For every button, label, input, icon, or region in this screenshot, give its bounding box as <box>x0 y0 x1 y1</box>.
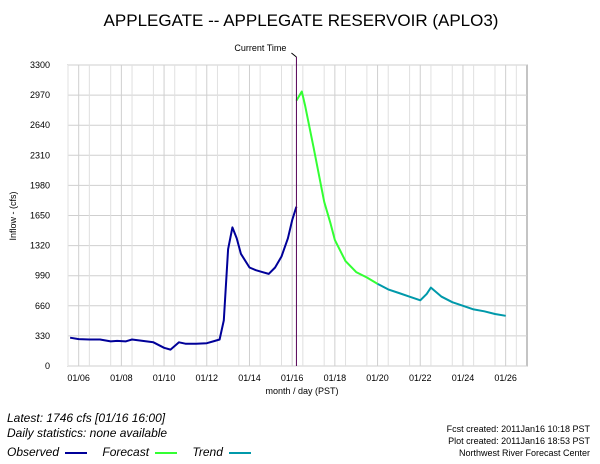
latest-value: Latest: 1746 cfs [01/16 16:00] <box>7 411 166 425</box>
x-tick-label: 01/20 <box>366 373 389 383</box>
y-tick-label: 0 <box>45 361 50 371</box>
forecast-center: Northwest River Forecast Center <box>458 448 590 458</box>
x-tick-label: 01/10 <box>153 373 176 383</box>
current-time-label: Current Time <box>234 43 286 53</box>
chart-title: APPLEGATE -- APPLEGATE RESERVOIR (APLO3) <box>104 11 499 30</box>
legend-trend-label: Trend <box>192 445 223 459</box>
legend: Observed Forecast Trend <box>7 445 263 459</box>
daily-statistics: Daily statistics: none available <box>7 426 168 440</box>
series-observed-line <box>69 206 298 351</box>
series-lines <box>69 90 506 351</box>
x-tick-label: 01/24 <box>452 373 475 383</box>
y-tick-label: 990 <box>35 271 50 281</box>
x-tick-label: 01/12 <box>196 373 219 383</box>
current-time-pointer <box>291 52 297 58</box>
x-tick-label: 01/08 <box>110 373 133 383</box>
y-tick-label: 1980 <box>30 180 50 190</box>
x-tick-label: 01/14 <box>238 373 261 383</box>
y-axis-ticks: 0 330 660 990 1320 1650 1980 2310 2640 2970 3300 <box>30 60 50 371</box>
x-axis-ticks: 01/06 01/08 01/10 01/12 01/14 01/16 01/18 01/20… <box>67 373 517 383</box>
y-tick-label: 1650 <box>30 211 50 221</box>
y-tick-label: 2640 <box>30 120 50 130</box>
legend-forecast-label: Forecast <box>102 445 150 459</box>
x-tick-label: 01/18 <box>324 373 347 383</box>
legend-forecast-swatch <box>155 451 178 454</box>
y-tick-label: 3300 <box>30 60 50 70</box>
y-tick-label: 1320 <box>30 241 50 251</box>
x-tick-label: 01/16 <box>281 373 304 383</box>
legend-observed-label: Observed <box>7 445 60 459</box>
y-tick-label: 660 <box>35 301 50 311</box>
x-tick-label: 01/22 <box>409 373 432 383</box>
status-text: Latest: 1746 cfs [01/16 16:00] Daily sta… <box>7 411 167 441</box>
series-forecast-line <box>295 90 379 285</box>
x-axis-label: month / day (PST) <box>265 386 338 396</box>
y-tick-label: 2970 <box>30 90 50 100</box>
series-trend-line <box>377 283 506 317</box>
credits: Fcst created: 2011Jan16 10:18 PST Plot c… <box>447 423 590 459</box>
x-tick-label: 01/06 <box>67 373 90 383</box>
x-tick-label: 01/26 <box>494 373 517 383</box>
y-axis-label: Inflow - (cfs) <box>8 191 18 240</box>
legend-trend-swatch <box>228 451 251 454</box>
y-tick-label: 330 <box>35 331 50 341</box>
y-tick-label: 2310 <box>30 150 50 160</box>
plot-created: Plot created: 2011Jan16 18:53 PST <box>448 436 590 446</box>
legend-observed-swatch <box>65 451 88 454</box>
current-time-marker: Current Time <box>234 43 297 366</box>
forecast-created: Fcst created: 2011Jan16 10:18 PST <box>446 424 590 434</box>
grid <box>67 64 527 367</box>
